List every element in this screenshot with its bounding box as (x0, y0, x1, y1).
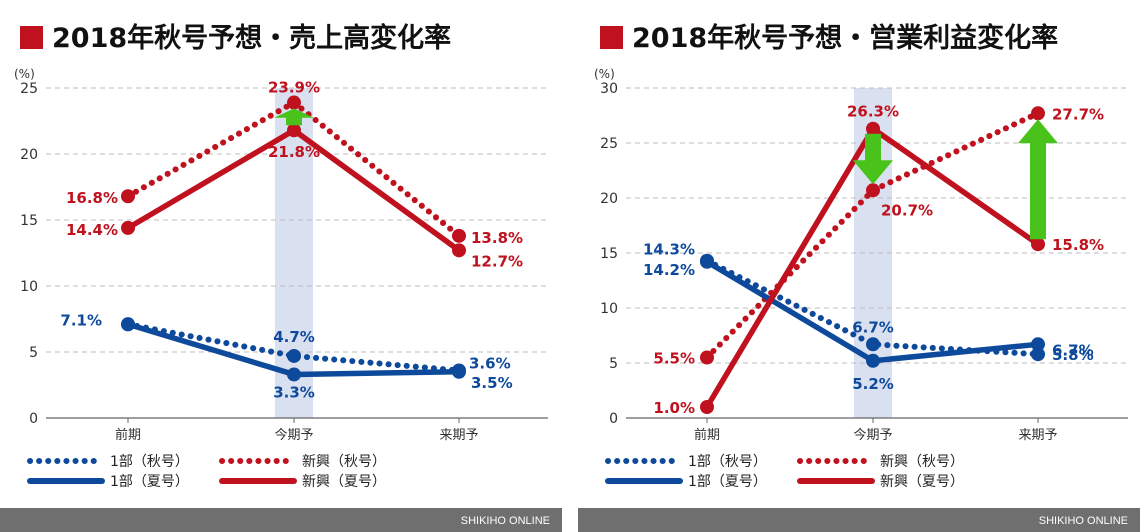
data-label: 5.8% (1052, 346, 1094, 364)
data-label: 27.7% (1052, 105, 1104, 123)
legend: 1部（秋号） 新興（秋号） 1部（夏号） 新興（夏号） (605, 454, 964, 490)
data-label: 6.7% (1052, 341, 1094, 359)
y-tick-label: 25 (20, 81, 38, 97)
y-tick-label: 25 (600, 136, 618, 152)
data-label: 16.8% (66, 189, 118, 207)
down-arrow-icon (853, 133, 893, 185)
data-point (866, 337, 880, 352)
data-point (287, 95, 301, 110)
operating-profit-change-panel: 2018年秋号予想・営業利益変化率 (%) 0 5 10 15 20 25 30 前期 今期予 来… (578, 22, 1140, 532)
y-tick-label: 5 (609, 356, 618, 372)
data-point (452, 243, 466, 258)
data-label: 14.4% (66, 221, 118, 239)
sales-change-panel: 2018年秋号予想・売上高変化率 (%) 0 5 10 15 20 25 前期 今期予 来期予 4… (0, 22, 562, 532)
data-point (121, 220, 135, 235)
data-label: 23.9% (268, 79, 320, 97)
data-point (866, 121, 880, 136)
y-tick-label: 0 (609, 411, 618, 427)
y-tick-label: 15 (600, 246, 618, 262)
legend-label: 新興（秋号） (302, 454, 386, 470)
footer-bar (0, 508, 562, 532)
data-label: 21.8% (268, 143, 320, 161)
series-line (704, 257, 1041, 358)
y-tick-label: 10 (600, 301, 618, 317)
data-label: 3.6% (469, 354, 511, 372)
up-arrow-icon (274, 108, 314, 126)
data-label: 3.5% (471, 374, 513, 392)
title-square-icon (20, 26, 43, 49)
x-tick-label: 来期予 (1018, 428, 1057, 443)
data-point (700, 350, 714, 365)
data-point (121, 317, 135, 332)
data-label: 13.8% (471, 229, 523, 247)
panel-divider (562, 0, 578, 532)
data-label: 12.7% (471, 252, 523, 270)
y-tick-label: 20 (20, 147, 38, 163)
up-arrow-icon (1018, 119, 1058, 240)
data-label: 5.2% (852, 375, 894, 393)
data-point (452, 228, 466, 243)
data-point (287, 123, 301, 138)
panel-title: 2018年秋号予想・営業利益変化率 (632, 22, 1058, 54)
legend-label: 1部（夏号） (110, 474, 189, 490)
data-point (121, 189, 135, 204)
footer-brand: SHIKIHO ONLINE (1039, 515, 1128, 527)
y-tick-label: 20 (600, 191, 618, 207)
data-label: 3.3% (273, 383, 315, 401)
legend-label: 新興（夏号） (880, 474, 964, 490)
data-point (287, 348, 301, 363)
y-tick-label: 0 (29, 411, 38, 427)
title-square-icon (600, 26, 623, 49)
data-point (452, 364, 466, 379)
y-tick-label: 5 (29, 345, 38, 361)
data-label: 14.2% (643, 261, 695, 279)
data-label: 14.3% (643, 241, 695, 259)
y-tick-label: 30 (600, 81, 618, 97)
footer-bar (578, 508, 1140, 532)
legend-label: 1部（秋号） (688, 454, 767, 470)
y-tick-label: 15 (20, 213, 38, 229)
data-point (1031, 347, 1045, 362)
legend-label: 新興（秋号） (880, 454, 964, 470)
data-point (1031, 337, 1045, 352)
x-tick-label: 前期 (115, 427, 141, 443)
legend-label: 1部（秋号） (110, 454, 189, 470)
y-unit-label: (%) (14, 67, 35, 81)
data-label: 15.8% (1052, 236, 1104, 254)
y-tick-label: 10 (20, 279, 38, 295)
data-label: 1.0% (653, 399, 695, 417)
data-point (866, 353, 880, 368)
panel-title: 2018年秋号予想・売上高変化率 (52, 22, 451, 54)
data-point (1031, 106, 1045, 121)
y-unit-label: (%) (594, 67, 615, 81)
data-point (700, 254, 714, 269)
data-label: 4.7% (273, 328, 315, 346)
legend: 1部（秋号） 新興（秋号） 1部（夏号） 新興（夏号） (27, 454, 386, 490)
data-label: 26.3% (847, 103, 899, 121)
data-point (866, 183, 880, 198)
legend-label: 新興（夏号） (302, 474, 386, 490)
data-label: 6.7% (852, 318, 894, 336)
data-label: 7.1% (60, 311, 102, 329)
data-point (1031, 237, 1045, 252)
legend-label: 1部（夏号） (688, 474, 767, 490)
data-point (287, 367, 301, 382)
data-label: 5.5% (653, 350, 695, 368)
series-line (125, 321, 462, 374)
highlight-band (275, 88, 313, 418)
x-tick-label: 来期予 (439, 428, 478, 443)
line-chart: 0 5 10 15 20 25 前期 今期予 来期予 4.7% 3.6% 16.8% 23.9% 13.8… (20, 79, 548, 443)
data-label: 20.7% (881, 201, 933, 219)
x-tick-label: 前期 (694, 427, 720, 443)
data-point (700, 400, 714, 414)
x-tick-label: 今期予 (274, 427, 313, 443)
x-tick-label: 今期予 (853, 427, 892, 443)
footer-brand: SHIKIHO ONLINE (461, 515, 550, 527)
